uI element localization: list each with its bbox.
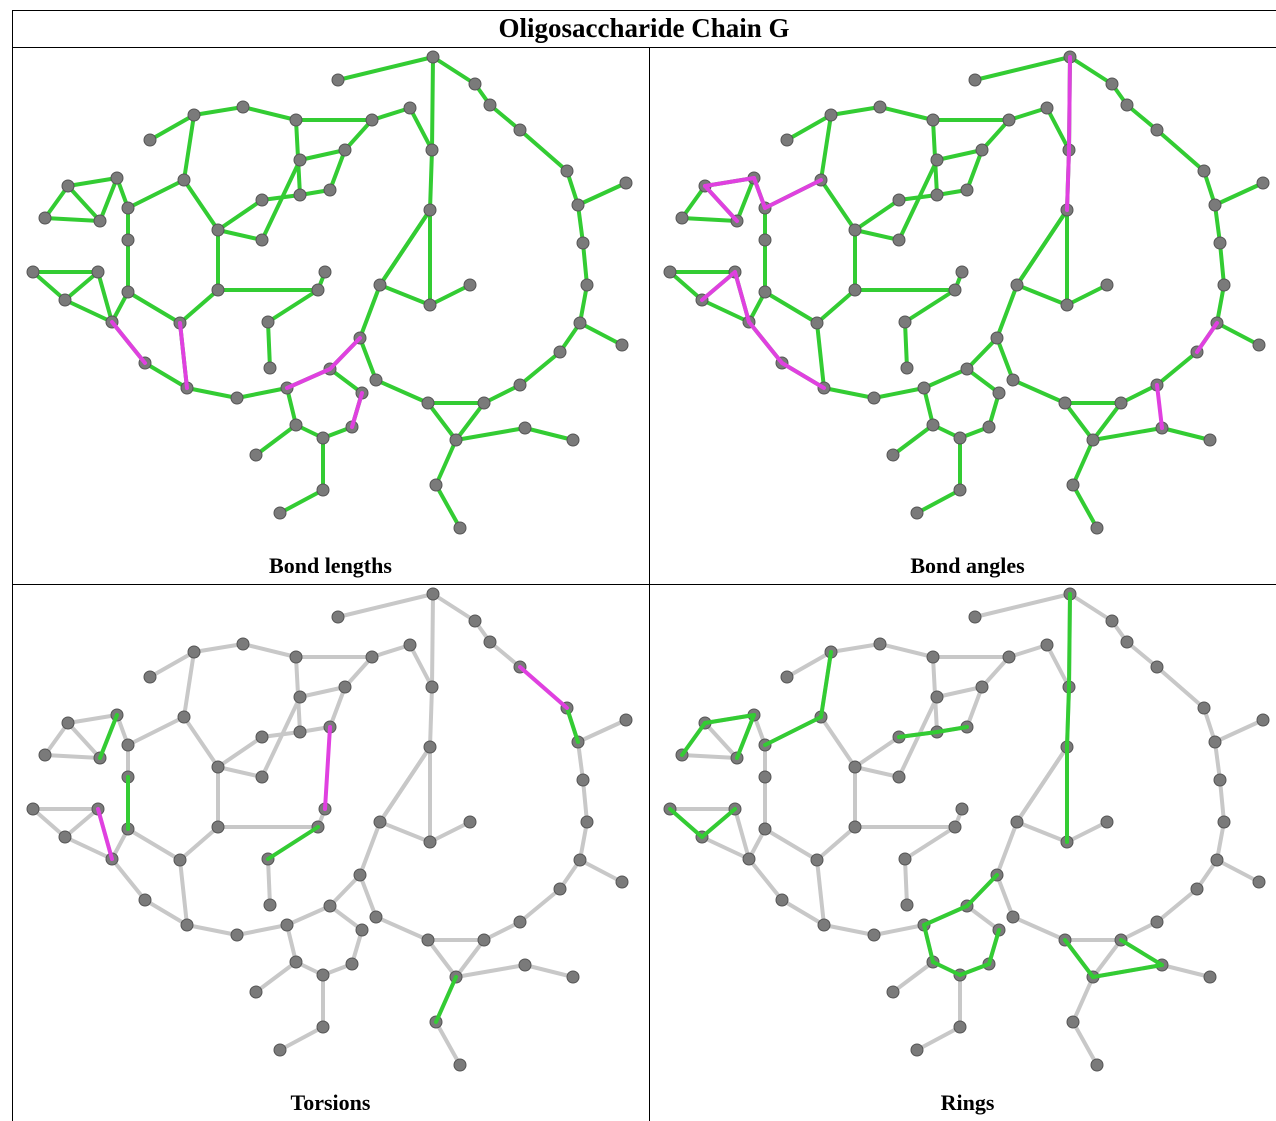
border: [649, 47, 650, 1121]
highlighted-bond: [897, 730, 939, 739]
highlighted-bond: [703, 184, 739, 223]
highlighted-bond: [703, 713, 756, 725]
highlighted-bond: [1195, 321, 1219, 354]
molecule: [662, 49, 1271, 536]
highlighted-bond: [935, 725, 969, 734]
molecule: [25, 586, 634, 1073]
highlighted-bond: [1067, 592, 1072, 689]
highlighted-bond: [965, 873, 999, 908]
title: Oligosaccharide Chain G: [498, 13, 790, 43]
highlighted-bond: [735, 713, 756, 760]
highlighted-bond: [96, 807, 114, 861]
highlighted-bond: [819, 650, 833, 719]
border: [12, 47, 1276, 48]
molecule: [25, 49, 634, 536]
highlighted-bond: [1065, 148, 1071, 212]
highlighted-bond: [700, 807, 737, 839]
highlighted-bond: [668, 807, 704, 839]
highlighted-bond: [680, 721, 707, 757]
highlighted-bond: [328, 336, 362, 371]
highlighted-bond: [763, 715, 823, 747]
highlighted-bond: [700, 270, 737, 302]
highlighted-bond: [1063, 938, 1095, 979]
border: [12, 10, 13, 1121]
highlighted-bond: [178, 321, 189, 390]
molecule-model: [25, 586, 634, 1073]
border: [12, 584, 1276, 585]
highlighted-bond: [1067, 55, 1072, 152]
highlighted-bond: [266, 825, 320, 861]
highlighted-bond: [323, 725, 332, 811]
caption: Rings: [940, 1090, 995, 1115]
highlighted-bond: [780, 361, 826, 390]
highlighted-bond: [1091, 963, 1164, 979]
highlighted-bond: [1065, 685, 1071, 749]
border: [12, 10, 1276, 11]
highlighted-bond: [922, 904, 969, 927]
highlighted-bond: [1119, 938, 1164, 967]
highlighted-bond: [922, 923, 935, 964]
highlighted-bond: [958, 962, 991, 977]
highlighted-bond: [285, 367, 332, 390]
molecule-model: [25, 49, 634, 536]
molecule: [662, 586, 1271, 1073]
highlighted-bond: [98, 713, 119, 760]
highlighted-bond: [1155, 383, 1164, 430]
highlighted-bond: [434, 975, 458, 1024]
highlighted-bond: [763, 178, 823, 210]
highlighted-bond: [733, 270, 751, 324]
highlighted-bond: [565, 706, 580, 744]
molecule-model: [662, 586, 1271, 1073]
highlighted-bond: [752, 176, 767, 210]
highlighted-bond: [931, 960, 962, 977]
highlighted-bond: [110, 320, 147, 365]
highlighted-bond: [747, 320, 784, 365]
caption: Torsions: [290, 1090, 371, 1115]
highlighted-bond: [350, 391, 364, 429]
highlighted-bond: [987, 928, 1001, 966]
highlighted-bond: [518, 665, 569, 710]
caption: Bond angles: [910, 553, 1025, 578]
molecule-model: [662, 49, 1271, 536]
highlighted-bond: [703, 176, 756, 188]
caption: Bond lengths: [269, 553, 392, 578]
